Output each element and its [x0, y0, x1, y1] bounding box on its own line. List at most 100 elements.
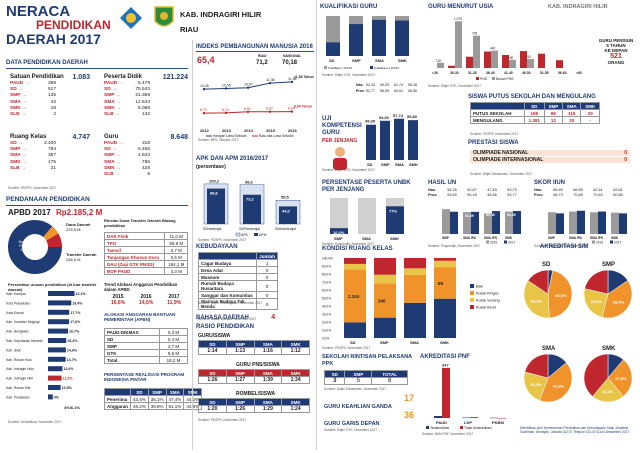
kondisi-legend-label: Rusak Sedang [476, 299, 500, 303]
kualifikasi-source: Sumber: Ditjen GTK, November 2017 [322, 73, 375, 77]
kondisi-rusak-sedang-segment [374, 274, 396, 284]
skor-iiun-header-value: 70,63 [593, 193, 603, 197]
ipm-chart: 10,45 10,55 10,67 11,38 11,58 6,70 6,74 6,91 6,9… [200, 75, 314, 138]
persentase-bar [48, 309, 70, 315]
ipm-legend-hls: Harapan Lama Sekolah [213, 134, 247, 138]
kebudayaan-title: KEBUDAYAAN [196, 244, 238, 250]
akreditasi-slice-tt [527, 269, 549, 295]
persentase-value: 4% [54, 395, 60, 399]
uji-title: UJI KOMPETENSI GURU [322, 116, 362, 136]
usia-legend-nonpns: Bukan PNS [496, 77, 514, 81]
usia-nonpns-value: 745 [472, 32, 478, 36]
usia-legend-pns-swatch [476, 77, 479, 80]
uji-value: 54,92 [379, 115, 390, 120]
kondisi-value: 2.244 [348, 294, 360, 299]
unbk-bar [330, 228, 348, 234]
usia-chart: 120 <26 1.079 26-30 745 31-35 400 36-40 190 41-45… [432, 17, 582, 81]
guru-value: 786 [141, 159, 150, 165]
kondisi-value: 340 [378, 299, 386, 304]
kondisi-rusak-sedang-segment [344, 263, 366, 270]
kualifikasi-bar-low [326, 16, 340, 43]
rasio-guru-siswa-cell: 1:16 [253, 347, 283, 355]
apk-chart: 100,2 88,6 SD/sederajat 98,0 73,2 SMP/sederaj… [203, 178, 301, 237]
peserta-value: 132 [141, 112, 150, 118]
pip-row: Anggaran 46,2% 39,8% 51,1% 44,9% [103, 402, 203, 410]
trend-year-2016: 2016 [140, 294, 152, 300]
unbk-category: SMK [390, 236, 399, 241]
pnf-category: PAUD [436, 420, 447, 425]
uji-prov-value: 56,56 [408, 89, 417, 93]
kualifikasi-bar-high [372, 19, 386, 56]
unbk-bar-bg [330, 198, 348, 234]
putus-header: SMA [561, 102, 582, 110]
ruang-block: Ruang Kelas 4.747 SD → 3.400 SMP → 794 SMA →… [10, 134, 90, 172]
satuan-row: SLB → 2 [10, 112, 56, 118]
rintisan-cell: 3 [323, 377, 346, 385]
akreditasi-slice-b [601, 280, 633, 319]
kondisi-legend-label: Rusak Berat [476, 306, 496, 310]
kondisi-rusak-ringan-segment [404, 274, 426, 303]
garis-depan-source: Sumber: Ditjen GTK, November 2017 [324, 428, 377, 432]
guru-block: Guru 8.648 PAUD → 318 SD → 5.465 SMP → 1.643 S… [104, 134, 188, 178]
kondisi-legend-label: Baik [476, 285, 483, 289]
usia-category: 56-60 [558, 71, 567, 75]
ipm-year-label: 2012 [200, 128, 210, 133]
kebudayaan-cell: Museum [197, 273, 258, 281]
persentase-bar [48, 328, 69, 334]
guru-title: Guru [104, 134, 119, 140]
uji-prov-value: 52,77 [366, 89, 375, 93]
hasil-un-2016-bar [484, 213, 492, 234]
skor-iiun-title: SKOR IIUN [534, 180, 566, 186]
usia-source: Sumber: Ditjen GTK, November 2017 [428, 84, 481, 88]
region-logo [153, 5, 175, 31]
skor-iiun-legend-2016: 2016 [596, 241, 603, 245]
putus-cell: 86 [543, 109, 563, 117]
rasio-rombel-table: SD SMP SMA SMK 1:20 1:26 1:29 1:24 [198, 398, 310, 413]
rasio-guru-siswa-header: SD [198, 340, 227, 348]
kondisi-tick: 60,0% [322, 289, 331, 293]
usia-nonpns-bar [455, 21, 462, 68]
persentase-footer: 4%/6,1% [64, 405, 81, 410]
apbn-cell: 0,4 M [158, 335, 189, 343]
satuan-value: 43 [50, 99, 56, 105]
satuan-label: SLB → [10, 112, 26, 118]
uji-bar [394, 118, 404, 160]
skor-iiun-header-row: Nas. 66,69 66,65 62,61 62,61 [534, 188, 634, 193]
peserta-value: 5.068 [137, 105, 150, 111]
skor-iiun-header-value: 60,66 [613, 193, 623, 197]
ruang-value: 3.400 [43, 141, 56, 146]
putus-header: SMK [580, 102, 600, 110]
hasil-un-header-label: Prov. [428, 193, 438, 197]
kualifikasi-bar-high [349, 24, 363, 56]
rintisan-title: SEKOLAH RINTISAN PELAKSANA PPK [322, 354, 412, 367]
persentase-value: 17,6% [70, 320, 81, 324]
putus-cell: 12 [543, 116, 563, 124]
persentase-label: Kab. Pelalawan [6, 395, 30, 399]
apbd-donut [8, 220, 62, 274]
usia-note-line3: KE DEPAN [604, 48, 628, 53]
usia-category: 36-40 [486, 71, 495, 75]
peserta-label: SMA → [104, 99, 121, 105]
ipm-hls-label: 10,55 [222, 83, 231, 87]
peserta-row: SLB → 132 [104, 112, 150, 118]
hasil-un-2016-bar [442, 209, 450, 234]
ipm-hls-label: 10,67 [244, 83, 253, 87]
peserta-value: 6.479 [137, 81, 150, 86]
prestasi-source: Sumber: Ditjen Dikdasmen, November 2017 [470, 172, 533, 176]
pnf-legend-akreditasi: Terakreditasi [430, 426, 449, 430]
kualifikasi-bar-low [372, 16, 386, 20]
hasil-un-2017-bar [513, 211, 521, 234]
apbn-cell: SD [104, 335, 160, 343]
uji-nas-value: 59,25 [380, 83, 389, 87]
guru-label: SMK → [104, 165, 121, 171]
hasil-un-header-row: Nas. 54,25 52,67 47,83 53,73 [428, 188, 524, 193]
bahasa-box: BAHASA DAERAH 4 [196, 306, 306, 321]
data-pendidikan-title: DATA PENDIDIKAN DAERAH [6, 60, 88, 66]
akreditasi-chart: SD 45,9% 35,3% SMP 38,5% 24,6% SMA 41,9% 23,3% SM… [523, 262, 633, 403]
ipm-rls-end-label: 6,94 Tahun [294, 105, 312, 109]
persentase-value: 14,9% [67, 348, 78, 352]
trend-title: Trend Alokasi Anggaran Pendidikan dalam … [104, 282, 178, 292]
skor-iiun-2016-bar [569, 211, 577, 234]
guru-row: SLB → 8 [104, 172, 150, 178]
satuan-title: Satuan Pendidikan [10, 74, 64, 80]
